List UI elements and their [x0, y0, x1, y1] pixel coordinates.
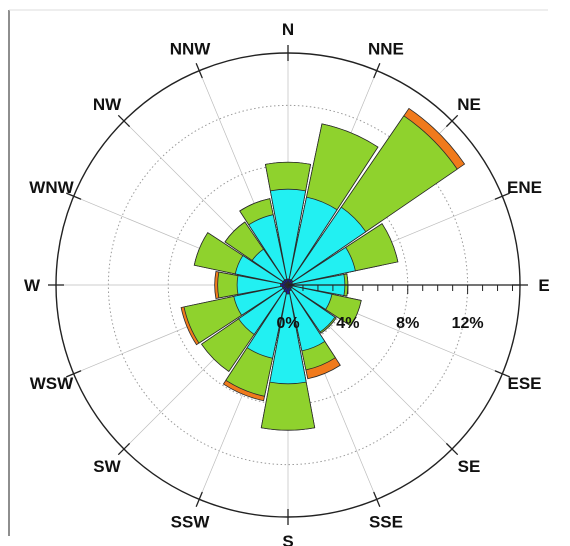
petal-NW-band2	[251, 248, 289, 286]
petal-ENE-band2	[287, 246, 356, 286]
direction-label-sse: SSE	[369, 513, 403, 532]
direction-label-ssw: SSW	[171, 513, 211, 532]
outer-tick-NNE	[373, 63, 381, 79]
petal-SSE-band2	[287, 284, 326, 352]
petal-WSW-band2	[233, 284, 289, 316]
petal-SW-band2	[238, 284, 289, 335]
direction-label-nnw: NNW	[170, 39, 212, 58]
outer-tick-ENE	[494, 192, 510, 200]
outer-tick-WNW	[66, 192, 82, 200]
petals	[180, 107, 466, 431]
petal-ESE-band2	[287, 284, 333, 311]
outer-tick-SSW	[195, 491, 203, 507]
direction-label-sw: SW	[93, 457, 121, 476]
ring-label-12: 12%	[452, 315, 484, 332]
petal-S-band1	[285, 284, 291, 295]
outer-tick-WSW	[66, 370, 82, 378]
direction-label-nw: NW	[93, 95, 122, 114]
chart-frame	[8, 9, 548, 536]
direction-label-se: SE	[458, 457, 481, 476]
outer-tick-NW	[117, 114, 131, 128]
petal-S-band2	[269, 284, 307, 385]
direction-label-ne: NE	[457, 95, 481, 114]
petal-W-band2	[236, 275, 289, 295]
direction-label-nne: NNE	[368, 39, 404, 58]
outer-tick-NE	[445, 114, 459, 128]
petal-N-band2	[269, 188, 307, 286]
outer-tick-NNW	[195, 63, 203, 79]
radial-axis: 0% 4% 8% 12%	[276, 284, 520, 332]
petal-NNE-band2	[287, 196, 338, 286]
direction-label-e: E	[538, 276, 549, 295]
petal-WNW-band2	[234, 255, 289, 286]
outer-tick-SE	[445, 442, 459, 456]
petal-SE-band2	[287, 284, 336, 333]
outer-tick-SSE	[373, 491, 381, 507]
direction-label-w: W	[24, 276, 41, 295]
ring-label-8: 8%	[396, 315, 419, 332]
petal-SSW-band2	[246, 284, 289, 359]
outer-tick-SW	[117, 442, 131, 456]
ring-label-4: 4%	[336, 315, 359, 332]
petal-W-band1	[280, 283, 289, 287]
petal-NNW-band1	[284, 278, 289, 286]
petal-NE-band2	[287, 206, 367, 286]
direction-label-ese: ESE	[507, 374, 541, 393]
direction-labels: N NNE NE ENE E ESE SE SSE S SSW SW WSW W WNW NW NNW	[24, 20, 550, 546]
direction-label-n: N	[282, 20, 294, 39]
outer-tick-ESE	[494, 370, 510, 378]
direction-label-ene: ENE	[507, 178, 542, 197]
direction-label-wsw: WSW	[30, 374, 74, 393]
petal-NNW-band2	[248, 214, 289, 286]
direction-label-wnw: WNW	[29, 178, 74, 197]
ring-label-0: 0%	[276, 315, 299, 332]
direction-label-s: S	[282, 532, 293, 546]
